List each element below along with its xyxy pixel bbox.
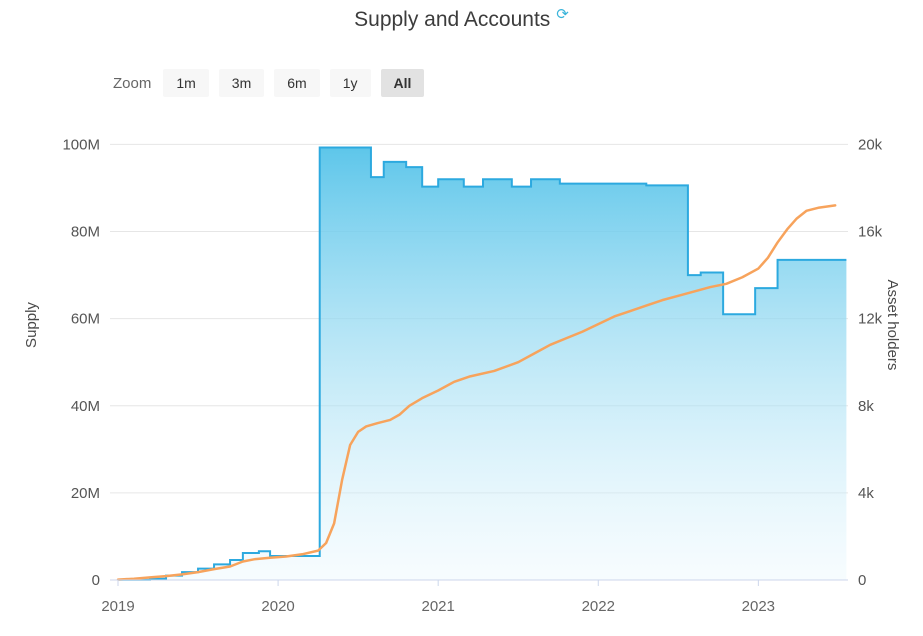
range-button-all[interactable]: All [380, 69, 425, 97]
chart-title: Supply and Accounts [354, 8, 551, 31]
x-axis-tick-label: 2020 [261, 598, 294, 615]
refresh-icon: ⟳ [556, 6, 569, 23]
x-axis-tick-label: 2022 [582, 598, 615, 615]
y-axis-title-right: Asset holders [884, 279, 901, 371]
zoom-label: Zoom [113, 74, 152, 92]
y-axis-right-tick-label: 4k [858, 485, 874, 502]
y-axis-right-tick-label: 16k [858, 224, 883, 241]
supply-area [118, 147, 847, 581]
y-axis-left-tick-label: 0 [92, 572, 100, 589]
x-axis-tick-label: 2023 [742, 598, 775, 615]
range-button-6m[interactable]: 6m [274, 69, 320, 97]
range-button-1y[interactable]: 1y [329, 69, 371, 97]
asset-holders-line [116, 204, 837, 581]
x-axis-tick-label: 2019 [101, 598, 134, 615]
y-axis-left-tick-label: 80M [71, 224, 100, 241]
range-button-3m[interactable]: 3m [218, 69, 265, 97]
y-axis-right-tick-label: 0 [858, 572, 866, 589]
y-axis-title-left: Supply [23, 302, 40, 348]
y-axis-left-tick-label: 100M [62, 136, 100, 153]
chart-title-row: Supply and Accounts ⟳ [0, 6, 923, 32]
y-axis-left-tick-label: 40M [71, 398, 100, 415]
y-axis-right-tick-label: 20k [858, 136, 883, 153]
range-selector: Zoom 1m 3m 6m 1y All [113, 69, 434, 97]
y-axis-right-tick-label: 12k [858, 311, 883, 328]
y-axis-right-tick-label: 8k [858, 398, 874, 415]
y-axis-left-tick-label: 60M [71, 311, 100, 328]
y-axis-left-tick-label: 20M [71, 485, 100, 502]
range-button-1m[interactable]: 1m [163, 69, 209, 97]
x-axis-tick-label: 2021 [421, 598, 454, 615]
